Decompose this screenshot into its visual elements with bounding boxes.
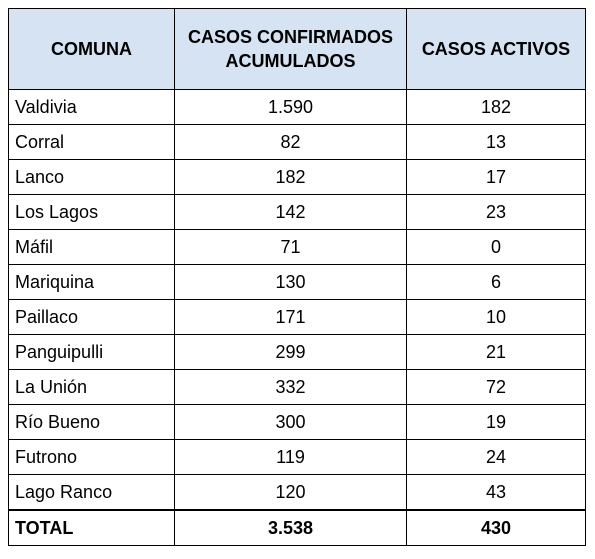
cell-activos: 17 [406, 159, 586, 195]
cell-activos: 10 [406, 299, 586, 335]
cell-comuna: Máfil [8, 229, 175, 265]
cell-comuna: Los Lagos [8, 194, 175, 230]
total-confirmados: 3.538 [174, 509, 407, 546]
cell-comuna: Valdivia [8, 89, 175, 125]
cell-activos: 182 [406, 89, 586, 125]
cell-confirmados: 171 [174, 299, 407, 335]
cell-confirmados: 71 [174, 229, 407, 265]
cell-comuna: Panguipulli [8, 334, 175, 370]
cell-comuna: Corral [8, 124, 175, 160]
cell-comuna: Futrono [8, 439, 175, 475]
header-casos-activos: CASOS ACTIVOS [406, 8, 586, 90]
total-row: TOTAL 3.538 430 [8, 509, 586, 546]
table-row: Los Lagos 142 23 [8, 194, 586, 230]
cell-activos: 43 [406, 474, 586, 511]
cell-activos: 24 [406, 439, 586, 475]
cell-confirmados: 142 [174, 194, 407, 230]
cell-confirmados: 130 [174, 264, 407, 300]
cell-activos: 6 [406, 264, 586, 300]
table-row: Panguipulli 299 21 [8, 334, 586, 370]
cell-comuna: Lanco [8, 159, 175, 195]
cell-comuna: Mariquina [8, 264, 175, 300]
cell-activos: 21 [406, 334, 586, 370]
table-row: Paillaco 171 10 [8, 299, 586, 335]
table-row: Río Bueno 300 19 [8, 404, 586, 440]
cell-activos: 72 [406, 369, 586, 405]
cell-activos: 19 [406, 404, 586, 440]
header-comuna: COMUNA [8, 8, 175, 90]
cell-comuna: Río Bueno [8, 404, 175, 440]
table-row: Futrono 119 24 [8, 439, 586, 475]
cell-confirmados: 119 [174, 439, 407, 475]
table-row: Mariquina 130 6 [8, 264, 586, 300]
table-row: La Unión 332 72 [8, 369, 586, 405]
cell-confirmados: 182 [174, 159, 407, 195]
total-activos: 430 [406, 509, 586, 546]
cell-comuna: La Unión [8, 369, 175, 405]
table-row: Corral 82 13 [8, 124, 586, 160]
header-row: COMUNA CASOS CONFIRMADOS ACUMULADOS CASO… [8, 8, 586, 90]
cell-comuna: Lago Ranco [8, 474, 175, 511]
table-container: COMUNA CASOS CONFIRMADOS ACUMULADOS CASO… [8, 8, 586, 546]
cell-confirmados: 299 [174, 334, 407, 370]
cell-comuna: Paillaco [8, 299, 175, 335]
cell-activos: 13 [406, 124, 586, 160]
total-label: TOTAL [8, 509, 175, 546]
cell-confirmados: 300 [174, 404, 407, 440]
cell-activos: 0 [406, 229, 586, 265]
cases-table: COMUNA CASOS CONFIRMADOS ACUMULADOS CASO… [8, 8, 586, 546]
cell-confirmados: 1.590 [174, 89, 407, 125]
cell-confirmados: 82 [174, 124, 407, 160]
table-row: Valdivia 1.590 182 [8, 89, 586, 125]
table-row: Máfil 71 0 [8, 229, 586, 265]
cell-confirmados: 332 [174, 369, 407, 405]
header-casos-confirmados: CASOS CONFIRMADOS ACUMULADOS [174, 8, 407, 90]
cell-confirmados: 120 [174, 474, 407, 511]
cell-activos: 23 [406, 194, 586, 230]
table-row: Lago Ranco 120 43 [8, 474, 586, 511]
table-row: Lanco 182 17 [8, 159, 586, 195]
